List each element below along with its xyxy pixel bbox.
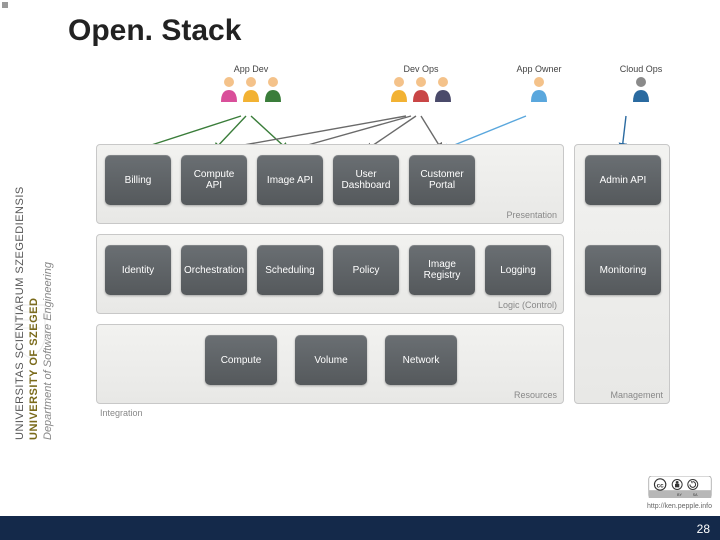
box-customer-portal: Customer Portal (409, 155, 475, 205)
layer-resources: Resources Compute Volume Network (96, 324, 564, 404)
person-icon (241, 76, 261, 102)
box-compute: Compute (205, 335, 277, 385)
architecture-diagram: App Dev Dev Ops App Owner Cloud Ops Present… (96, 64, 716, 484)
role-appowner: App Owner (504, 64, 574, 107)
person-icon (631, 76, 651, 102)
role-label: Dev Ops (386, 64, 456, 74)
person-icon (219, 76, 239, 102)
box-logging: Logging (485, 245, 551, 295)
layer-label: Logic (Control) (498, 300, 557, 310)
university-crest (10, 300, 50, 360)
layer-presentation: Presentation BillingCompute APIImage APIU… (96, 144, 564, 224)
person-icon (263, 76, 283, 102)
sidebar: UNIVERSITAS SCIENTIARUM SZEGEDIENSIS UNI… (0, 0, 60, 480)
box-volume: Volume (295, 335, 367, 385)
box-admin-api: Admin API (585, 155, 661, 205)
box-scheduling: Scheduling (257, 245, 323, 295)
role-appdev: App Dev (216, 64, 286, 107)
layer-label: Presentation (506, 210, 557, 220)
integration-label: Integration (100, 408, 143, 418)
page-number: 28 (697, 522, 710, 536)
svg-text:cc: cc (656, 482, 664, 489)
footer-bar: 28 (0, 516, 720, 540)
cc-attribution: cc BY SA http://ken.pepple.info (647, 476, 712, 510)
box-compute-api: Compute API (181, 155, 247, 205)
box-policy: Policy (333, 245, 399, 295)
svg-text:BY: BY (677, 493, 682, 497)
role-label: App Dev (216, 64, 286, 74)
person-icon (411, 76, 431, 102)
svg-text:SA: SA (692, 493, 697, 497)
layer-logic: Logic (Control) IdentityOrchestrationSche… (96, 234, 564, 314)
layer-label: Resources (514, 390, 557, 400)
page-title: Open. Stack (68, 14, 241, 48)
layer-label: Management (610, 390, 663, 400)
box-orchestration: Orchestration (181, 245, 247, 295)
cc-url: http://ken.pepple.info (647, 503, 712, 510)
person-icon (529, 76, 549, 102)
box-image-api: Image API (257, 155, 323, 205)
box-monitoring: Monitoring (585, 245, 661, 295)
box-user-dashboard: User Dashboard (333, 155, 399, 205)
role-label: App Owner (504, 64, 574, 74)
person-icon (389, 76, 409, 102)
role-cloudops: Cloud Ops (606, 64, 676, 107)
box-image-registry: Image Registry (409, 245, 475, 295)
person-icon (433, 76, 453, 102)
layer-management: Management Admin API Monitoring (574, 144, 670, 404)
roles-row: App Dev Dev Ops App Owner Cloud Ops (96, 64, 716, 134)
box-identity: Identity (105, 245, 171, 295)
box-network: Network (385, 335, 457, 385)
role-label: Cloud Ops (606, 64, 676, 74)
cc-by-sa-icon: cc BY SA (648, 476, 712, 498)
role-devops: Dev Ops (386, 64, 456, 107)
box-billing: Billing (105, 155, 171, 205)
